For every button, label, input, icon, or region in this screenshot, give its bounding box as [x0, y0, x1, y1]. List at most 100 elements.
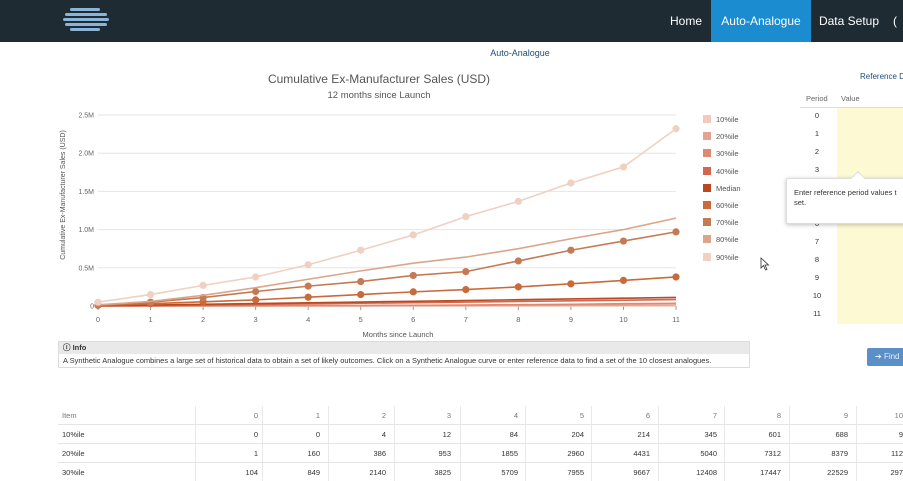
- data-point[interactable]: [304, 293, 312, 301]
- reference-tooltip: Enter reference period values t set.: [786, 170, 903, 224]
- data-point[interactable]: [672, 125, 680, 133]
- data-point[interactable]: [514, 197, 522, 205]
- arrow-right-icon: ➔: [875, 352, 882, 361]
- table-cell: 7312: [764, 449, 781, 458]
- data-point[interactable]: [462, 285, 470, 294]
- data-point[interactable]: [514, 257, 522, 265]
- table-header-cell: 8: [776, 411, 781, 420]
- data-point[interactable]: [199, 281, 207, 289]
- table-cell: 5709: [501, 468, 518, 477]
- tooltip-text: Enter reference period values t set.: [794, 188, 897, 207]
- table-header-cell: 4: [513, 411, 518, 420]
- y-tick-label: 2.5M: [78, 113, 94, 120]
- table-cell: 12408: [696, 468, 717, 477]
- y-tick-label: 1.5M: [78, 189, 94, 196]
- nav-home[interactable]: Home: [669, 14, 702, 28]
- nav-more[interactable]: (: [893, 14, 897, 28]
- series-line-70pctile[interactable]: [97, 231, 677, 307]
- reference-data-title: Reference D: [860, 72, 903, 81]
- table-cell: 84: [509, 430, 518, 439]
- sales-chart[interactable]: 0 0.5M 1.0M 1.5M 2.0M 2.5M 0 1 2 3 4 5 6 7 8 9 10 11 Cum…: [54, 100, 700, 345]
- data-point[interactable]: [619, 163, 628, 171]
- data-point[interactable]: [146, 290, 155, 299]
- chart-series: [94, 125, 680, 309]
- table-cell: 9: [898, 430, 903, 439]
- x-axis-ticks: 0 1 2 3 4 5 6 7 8 9 10 11: [96, 306, 680, 324]
- find-analogues-button[interactable]: ➔ Find: [867, 348, 903, 366]
- reference-period-cell: 7: [814, 237, 820, 246]
- table-row[interactable]: 30%ile 104 849 2140 3825 5709 7955 9667 12408 174…: [58, 463, 903, 481]
- data-point[interactable]: [619, 276, 628, 285]
- table-row[interactable]: 20%ile 1 160 386 953 1855 2960 4431 5040 7312 8379…: [58, 444, 903, 463]
- series-line-median[interactable]: [97, 296, 677, 307]
- data-point[interactable]: [409, 288, 417, 296]
- data-point[interactable]: [252, 287, 260, 296]
- nav-auto-analogue[interactable]: Auto-Analogue: [711, 0, 811, 42]
- table-row[interactable]: 10%ile 0 0 4 12 84 204 214 345 601 688 9: [58, 425, 903, 444]
- legend-label: 70%ile: [716, 218, 739, 228]
- legend-label: Median: [716, 183, 741, 193]
- y-tick-label: 1.0M: [78, 227, 94, 234]
- data-point[interactable]: [619, 237, 628, 245]
- data-point[interactable]: [462, 268, 470, 276]
- info-icon: ⓘ: [63, 343, 71, 352]
- legend-label: 10%ile: [716, 115, 739, 124]
- legend-swatch: [703, 115, 711, 123]
- top-navbar: Home Auto-Analogue Data Setup (: [0, 0, 903, 42]
- nav-data-setup[interactable]: Data Setup: [818, 14, 880, 28]
- data-point[interactable]: [357, 246, 365, 254]
- x-tick-label: 7: [464, 315, 468, 324]
- table-header-cell: 3: [446, 411, 451, 420]
- y-axis-label: Cumulative Ex-Manufacturer Sales (USD): [60, 130, 67, 260]
- data-point[interactable]: [567, 246, 575, 254]
- table-cell: 953: [438, 449, 451, 458]
- series-line-60pctile[interactable]: [97, 276, 677, 307]
- table-cell: 345: [704, 430, 717, 439]
- table-cell: 4431: [633, 449, 650, 458]
- series-line-80pctile[interactable]: [97, 217, 677, 306]
- table-cell: 386: [373, 449, 386, 458]
- data-point[interactable]: [672, 273, 680, 281]
- x-tick-label: 10: [619, 315, 627, 324]
- data-point[interactable]: [567, 179, 575, 187]
- y-axis-ticks: 0 0.5M 1.0M 1.5M 2.0M 2.5M: [78, 113, 94, 311]
- x-tick-label: 5: [359, 315, 363, 324]
- data-point[interactable]: [672, 228, 680, 236]
- y-tick-label: 0: [90, 304, 94, 311]
- x-tick-label: 0: [96, 315, 100, 324]
- data-point[interactable]: [514, 283, 522, 291]
- table-cell: 1855: [501, 449, 518, 458]
- legend-swatch: [703, 252, 711, 261]
- table-cell: 0: [253, 430, 258, 439]
- data-point[interactable]: [252, 273, 260, 281]
- chart-grid: [98, 114, 676, 307]
- logo[interactable]: [62, 6, 114, 36]
- table-cell: 112: [891, 449, 903, 458]
- data-point[interactable]: [409, 231, 417, 239]
- table-cell: 1: [253, 449, 258, 458]
- data-point[interactable]: [304, 261, 312, 269]
- legend-swatch: [703, 149, 711, 158]
- table-header-cell: 1: [315, 411, 320, 420]
- table-cell: 22529: [827, 468, 848, 477]
- data-point[interactable]: [409, 271, 417, 280]
- data-point[interactable]: [304, 282, 312, 290]
- chart-title: Cumulative Ex-Manufacturer Sales (USD): [267, 72, 491, 86]
- x-tick-label: 8: [516, 315, 520, 324]
- series-line-90pctile[interactable]: [97, 128, 677, 303]
- data-point[interactable]: [462, 213, 470, 221]
- y-tick-label: 0.5M: [78, 265, 94, 272]
- data-point[interactable]: [567, 280, 575, 288]
- table-cell: 7955: [567, 468, 584, 477]
- table-header-cell: 5: [579, 411, 584, 420]
- table-header-cell: 0: [253, 411, 258, 420]
- reference-period-cell: 11: [813, 309, 821, 318]
- table-header-row: Item 0 1 2 3 4 5 6 7 8 9 10: [58, 406, 903, 425]
- data-point[interactable]: [357, 290, 365, 299]
- reference-period-cell: 1: [814, 129, 820, 138]
- data-point[interactable]: [252, 296, 260, 304]
- info-panel: ⓘ Info A Synthetic Analogue combines a l…: [58, 341, 750, 368]
- data-point[interactable]: [94, 298, 102, 306]
- data-point[interactable]: [357, 277, 365, 286]
- legend-label: 20%ile: [716, 132, 739, 142]
